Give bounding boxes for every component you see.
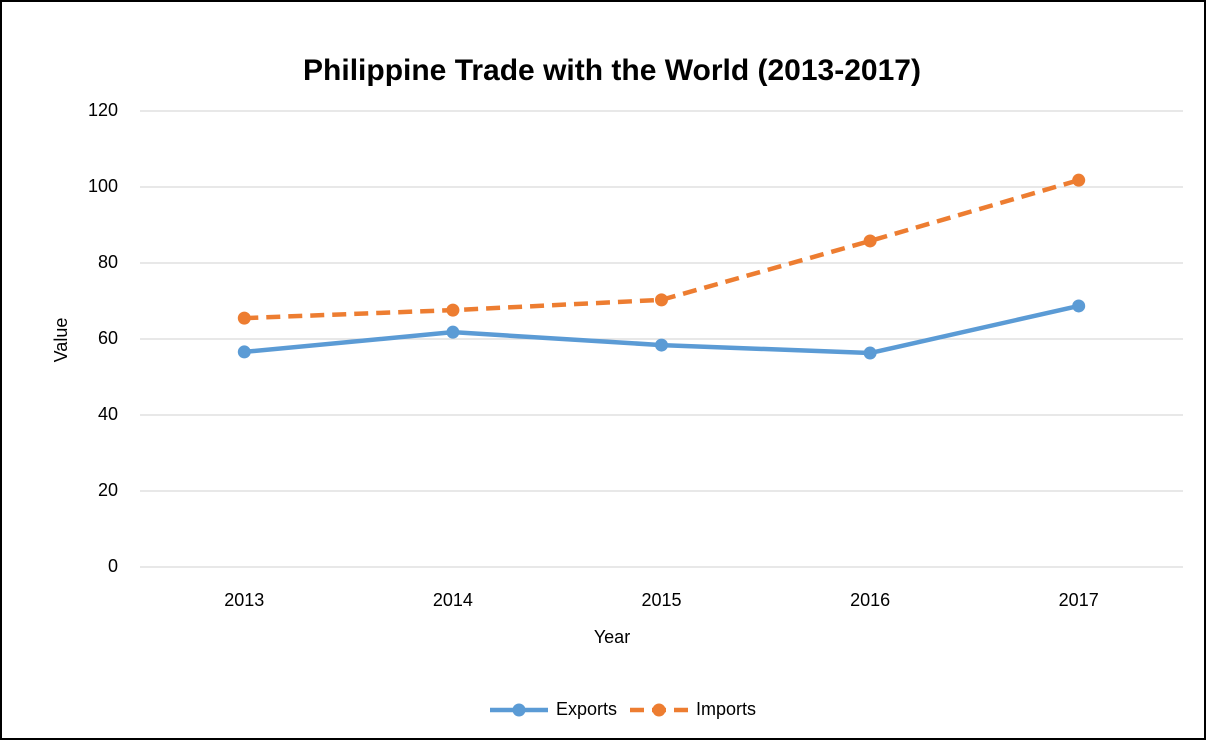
data-point bbox=[446, 303, 460, 317]
data-point bbox=[1072, 299, 1086, 313]
chart-title: Philippine Trade with the World (2013-20… bbox=[303, 54, 921, 87]
series-line bbox=[244, 177, 1080, 321]
legend-marker bbox=[652, 703, 666, 717]
y-tick-label: 120 bbox=[88, 100, 118, 120]
legend-marker bbox=[512, 703, 526, 717]
y-tick-label: 100 bbox=[88, 176, 118, 196]
x-tick-label: 2017 bbox=[1059, 590, 1099, 610]
data-point bbox=[1072, 173, 1086, 187]
legend-label: Imports bbox=[696, 699, 756, 719]
data-point bbox=[863, 234, 877, 248]
y-tick-label: 60 bbox=[98, 328, 118, 348]
data-point bbox=[655, 293, 668, 307]
data-point bbox=[237, 311, 251, 325]
legend-label: Exports bbox=[556, 699, 617, 719]
y-tick-label: 20 bbox=[98, 480, 118, 500]
x-tick-label: 2013 bbox=[224, 590, 264, 610]
y-tick-label: 40 bbox=[98, 404, 118, 424]
x-tick-label: 2014 bbox=[433, 590, 473, 610]
y-tick-label: 0 bbox=[108, 556, 118, 576]
y-tick-label: 80 bbox=[98, 252, 118, 272]
data-point bbox=[863, 346, 877, 360]
x-axis-label: Year bbox=[594, 627, 630, 647]
data-point bbox=[446, 325, 460, 339]
y-axis-label: Value bbox=[51, 318, 71, 363]
data-point bbox=[237, 345, 251, 359]
data-point bbox=[655, 338, 668, 352]
x-tick-label: 2015 bbox=[641, 590, 681, 610]
x-tick-label: 2016 bbox=[850, 590, 890, 610]
